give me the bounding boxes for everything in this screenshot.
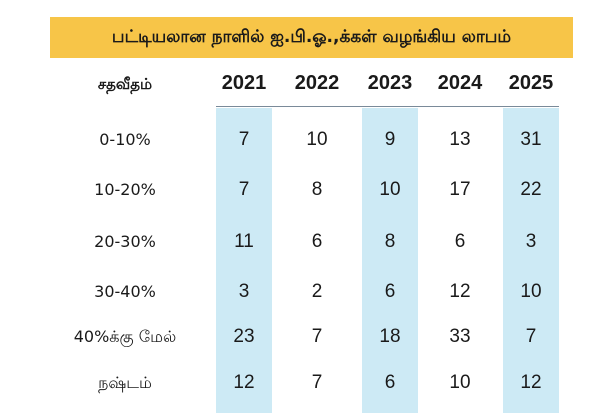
table-cell: 6 [384, 281, 396, 302]
table-cell: 7 [311, 372, 323, 393]
header-divider [216, 106, 559, 107]
table-cell: 12 [520, 372, 542, 393]
column-header-year: 2024 [437, 72, 483, 94]
table-cell: 12 [449, 281, 471, 302]
table-cell: 22 [520, 179, 542, 200]
table-title: பட்டியலான நாளில் ஐ.பி.ஓ.,க்கள் வழங்கிய ல… [50, 17, 573, 58]
highlight-column-2023 [362, 108, 418, 413]
table-cell: 18 [379, 326, 401, 347]
table-cell: 10 [449, 372, 471, 393]
table-cell: 23 [233, 326, 255, 347]
table-cell: 10 [306, 129, 328, 150]
table-cell: 9 [384, 129, 396, 150]
column-header-year: 2023 [367, 72, 413, 94]
table-cell: 2 [311, 281, 323, 302]
table-cell: 3 [238, 281, 250, 302]
table-cell: 31 [520, 129, 542, 150]
table-cell: 8 [311, 179, 323, 200]
table-cell: 12 [233, 372, 255, 393]
table-cell: 6 [384, 372, 396, 393]
table-cell: 10 [520, 281, 542, 302]
table-cell: 11 [234, 231, 254, 252]
column-header-percentage: சதவீதம் [97, 75, 153, 93]
highlight-column-2021 [216, 108, 272, 413]
table-cell: 3 [525, 231, 537, 252]
column-header-year: 2022 [294, 72, 340, 94]
table-cell: 7 [311, 326, 323, 347]
table-cell: 7 [238, 179, 250, 200]
table-cell: 13 [449, 129, 471, 150]
table-cell: 10 [379, 179, 401, 200]
table-cell: 7 [238, 129, 250, 150]
row-label: 10-20% [94, 180, 156, 199]
table-cell: 6 [454, 231, 466, 252]
row-label: 20-30% [94, 232, 156, 251]
row-label: நஷ்டம் [98, 373, 152, 392]
row-label: 0-10% [99, 130, 151, 149]
table-cell: 6 [311, 231, 323, 252]
column-header-year: 2021 [221, 72, 267, 94]
table-cell: 8 [384, 231, 396, 252]
table-cell: 7 [525, 326, 537, 347]
table-cell: 33 [449, 326, 471, 347]
table-cell: 17 [449, 179, 471, 200]
row-label: 30-40% [94, 282, 156, 301]
column-header-year: 2025 [508, 72, 554, 94]
highlight-column-2025 [503, 108, 559, 413]
row-label: 40%க்கு மேல் [73, 327, 177, 346]
